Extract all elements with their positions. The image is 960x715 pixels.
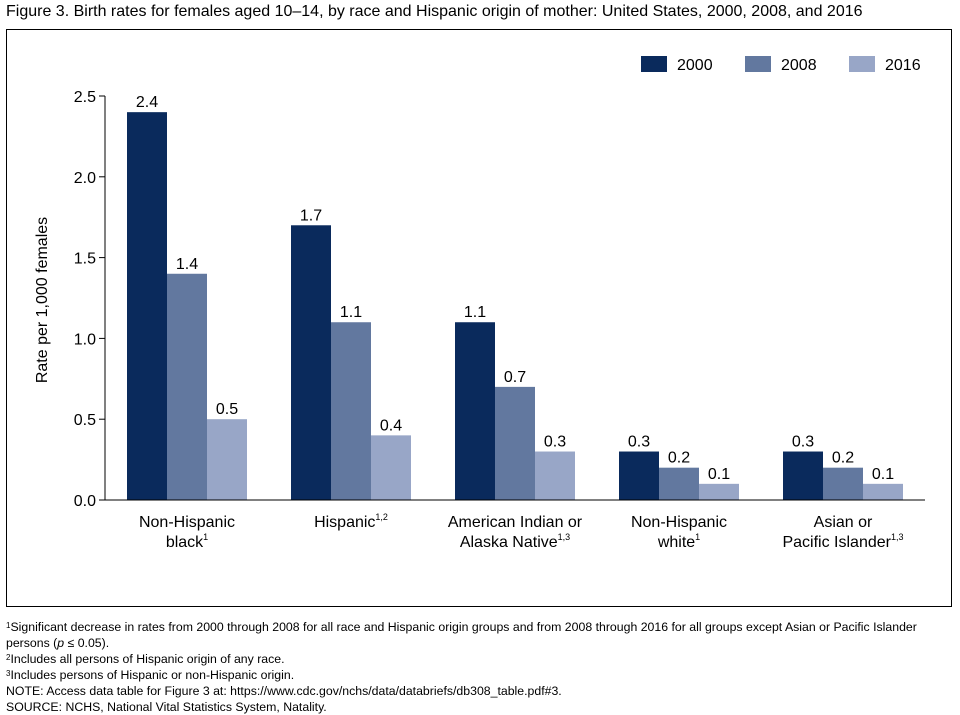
- data-label: 1.1: [464, 304, 486, 321]
- y-tick-label: 2.0: [74, 170, 96, 187]
- category-label-line2: black1: [166, 532, 208, 551]
- source-text: SOURCE: NCHS, National Vital Statistics …: [6, 700, 327, 714]
- data-label: 0.2: [832, 450, 854, 467]
- bars: [127, 112, 903, 500]
- figure-title: Figure 3. Birth rates for females aged 1…: [6, 3, 863, 20]
- y-tick-label: 0.0: [74, 493, 96, 510]
- category-label: Asian or: [814, 514, 873, 531]
- data-label: 0.4: [380, 417, 402, 434]
- category-label: American Indian or: [448, 514, 583, 531]
- bar-2016: [535, 451, 575, 500]
- data-label: 1.4: [176, 256, 198, 273]
- y-tick-label: 1.5: [74, 251, 96, 268]
- bar-2008: [331, 322, 371, 500]
- legend-label: 2000: [677, 57, 713, 74]
- y-axis-label: Rate per 1,000 females: [34, 217, 51, 383]
- data-label: 2.4: [136, 94, 158, 111]
- bar-2008: [823, 467, 863, 500]
- category-label: Non-Hispanic: [631, 514, 727, 531]
- bar-chart: 2000 2008 2016 0.0 0.5 1.0 1.5 2.0 2.5 Rate per…: [34, 56, 925, 551]
- data-label: 0.1: [872, 466, 894, 483]
- data-label: 0.3: [628, 434, 650, 451]
- chart-legend: 2000 2008 2016: [641, 56, 921, 74]
- category-label: Non-Hispanic: [139, 514, 235, 531]
- bar-2016: [699, 483, 739, 500]
- data-label: 1.1: [340, 304, 362, 321]
- data-label: 0.5: [216, 401, 238, 418]
- category-label-line2: Pacific Islander1,3: [782, 532, 903, 551]
- footnote-2: 2Includes all persons of Hispanic origin…: [6, 652, 285, 666]
- bar-2016: [207, 419, 247, 500]
- data-label: 0.3: [792, 434, 814, 451]
- chart-frame: 2000 2008 2016 0.0 0.5 1.0 1.5 2.0 2.5 Rate per…: [6, 29, 952, 607]
- bar-2008: [495, 386, 535, 500]
- legend-swatch-2008: [745, 56, 771, 72]
- bar-2000: [783, 451, 823, 500]
- data-label: 1.7: [300, 207, 322, 224]
- legend-swatch-2016: [849, 56, 875, 72]
- note-text: NOTE: Access data table for Figure 3 at:…: [6, 684, 562, 698]
- data-label: 0.2: [668, 450, 690, 467]
- legend-label: 2016: [885, 57, 921, 74]
- data-labels: 2.4 1.4 0.5 1.7 1.1 0.4 1.1 0.7 0.3 0.3 0.2 0.1 0.3 0…: [136, 94, 894, 483]
- bar-2000: [127, 112, 167, 500]
- bar-2016: [371, 435, 411, 500]
- bar-2000: [291, 225, 331, 500]
- y-tick-label: 0.5: [74, 412, 96, 429]
- category-label-line2: white1: [657, 532, 700, 551]
- y-tick-label: 1.0: [74, 331, 96, 348]
- legend-label: 2008: [781, 57, 817, 74]
- footnotes: 1Significant decrease in rates from 2000…: [6, 619, 946, 715]
- footnote-1: 1Significant decrease in rates from 2000…: [6, 620, 917, 650]
- category-label-line2: Alaska Native1,3: [460, 532, 570, 551]
- data-label: 0.3: [544, 434, 566, 451]
- bar-2008: [659, 467, 699, 500]
- category-label: Hispanic1,2: [314, 512, 388, 531]
- data-label: 0.1: [708, 466, 730, 483]
- bar-2008: [167, 273, 207, 500]
- y-tick-label: 2.5: [74, 89, 96, 106]
- data-label: 0.7: [504, 369, 526, 386]
- bar-2000: [455, 322, 495, 500]
- legend-swatch-2000: [641, 56, 667, 72]
- bar-2016: [863, 483, 903, 500]
- footnote-3: 3Includes persons of Hispanic or non-His…: [6, 668, 295, 682]
- y-axis: 0.0 0.5 1.0 1.5 2.0 2.5: [74, 89, 106, 510]
- bar-2000: [619, 451, 659, 500]
